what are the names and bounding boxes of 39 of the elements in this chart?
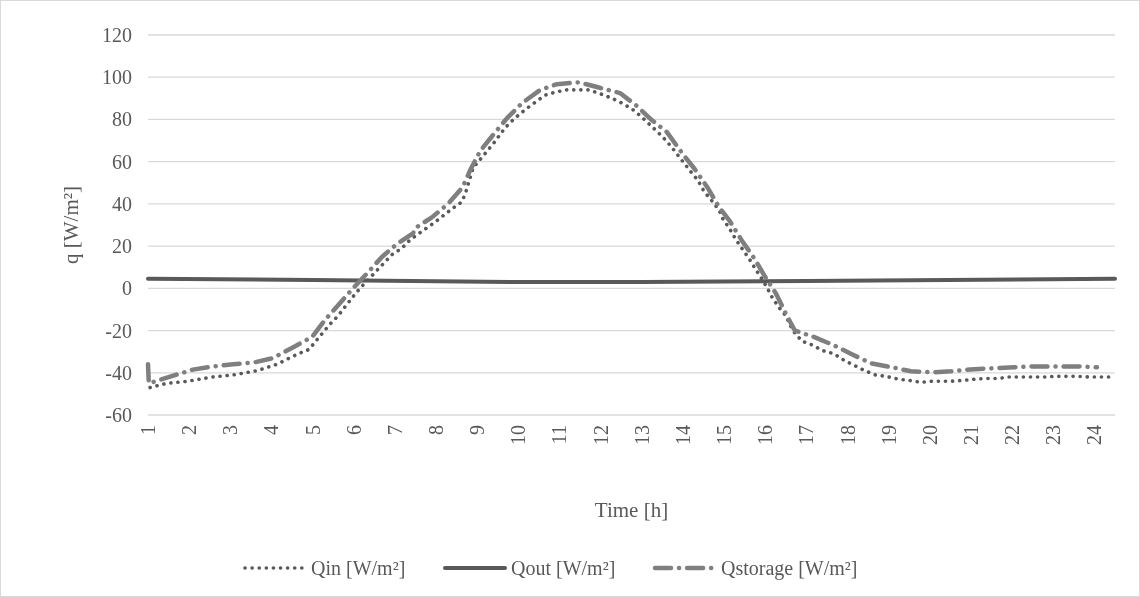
x-tick-label: 4 — [260, 425, 283, 435]
y-tick-label: -60 — [105, 404, 132, 426]
y-tick-label: 100 — [102, 66, 132, 89]
y-tick-label: 120 — [102, 24, 132, 46]
x-tick-label: 22 — [1001, 425, 1024, 445]
legend-label: Qin [W/m²] — [311, 557, 406, 579]
y-tick-label: 60 — [112, 150, 132, 173]
x-tick-label: 21 — [959, 425, 982, 445]
y-tick-label: 40 — [112, 192, 132, 215]
x-axis-title: Time [h] — [594, 498, 669, 522]
y-axis-title: q [W/m²] — [59, 185, 83, 265]
x-tick-label: 23 — [1042, 425, 1065, 445]
x-tick-label: 6 — [342, 425, 365, 435]
y-tick-label: 80 — [112, 108, 132, 131]
y-tick-label: -40 — [105, 361, 132, 384]
x-tick-label: 18 — [836, 425, 859, 445]
x-tick-label: 15 — [713, 425, 736, 445]
x-tick-label: 20 — [918, 425, 941, 445]
x-tick-label: 5 — [301, 425, 324, 435]
y-tick-label: 20 — [112, 235, 132, 258]
legend-label: Qout [W/m²] — [511, 557, 616, 579]
x-tick-label: 1 — [137, 425, 159, 435]
x-tick-label: 16 — [754, 425, 777, 445]
x-tick-label: 9 — [466, 425, 489, 435]
y-tick-label: -20 — [105, 319, 132, 342]
x-tick-label: 2 — [178, 425, 201, 435]
x-tick-label: 14 — [671, 425, 694, 445]
x-tick-label: 13 — [630, 425, 653, 445]
legend-label: Qstorage [W/m²] — [721, 557, 858, 580]
x-tick-label: 17 — [795, 425, 818, 445]
x-tick-label: 11 — [548, 425, 571, 445]
y-tick-label: 0 — [122, 277, 132, 300]
x-tick-label: 10 — [507, 425, 530, 445]
x-tick-label: 7 — [383, 425, 406, 435]
x-tick-label: 19 — [877, 425, 900, 445]
x-tick-label: 3 — [219, 425, 242, 435]
x-tick-label: 12 — [589, 425, 612, 445]
x-tick-label: 24 — [1083, 425, 1106, 445]
x-tick-label: 8 — [425, 425, 448, 435]
